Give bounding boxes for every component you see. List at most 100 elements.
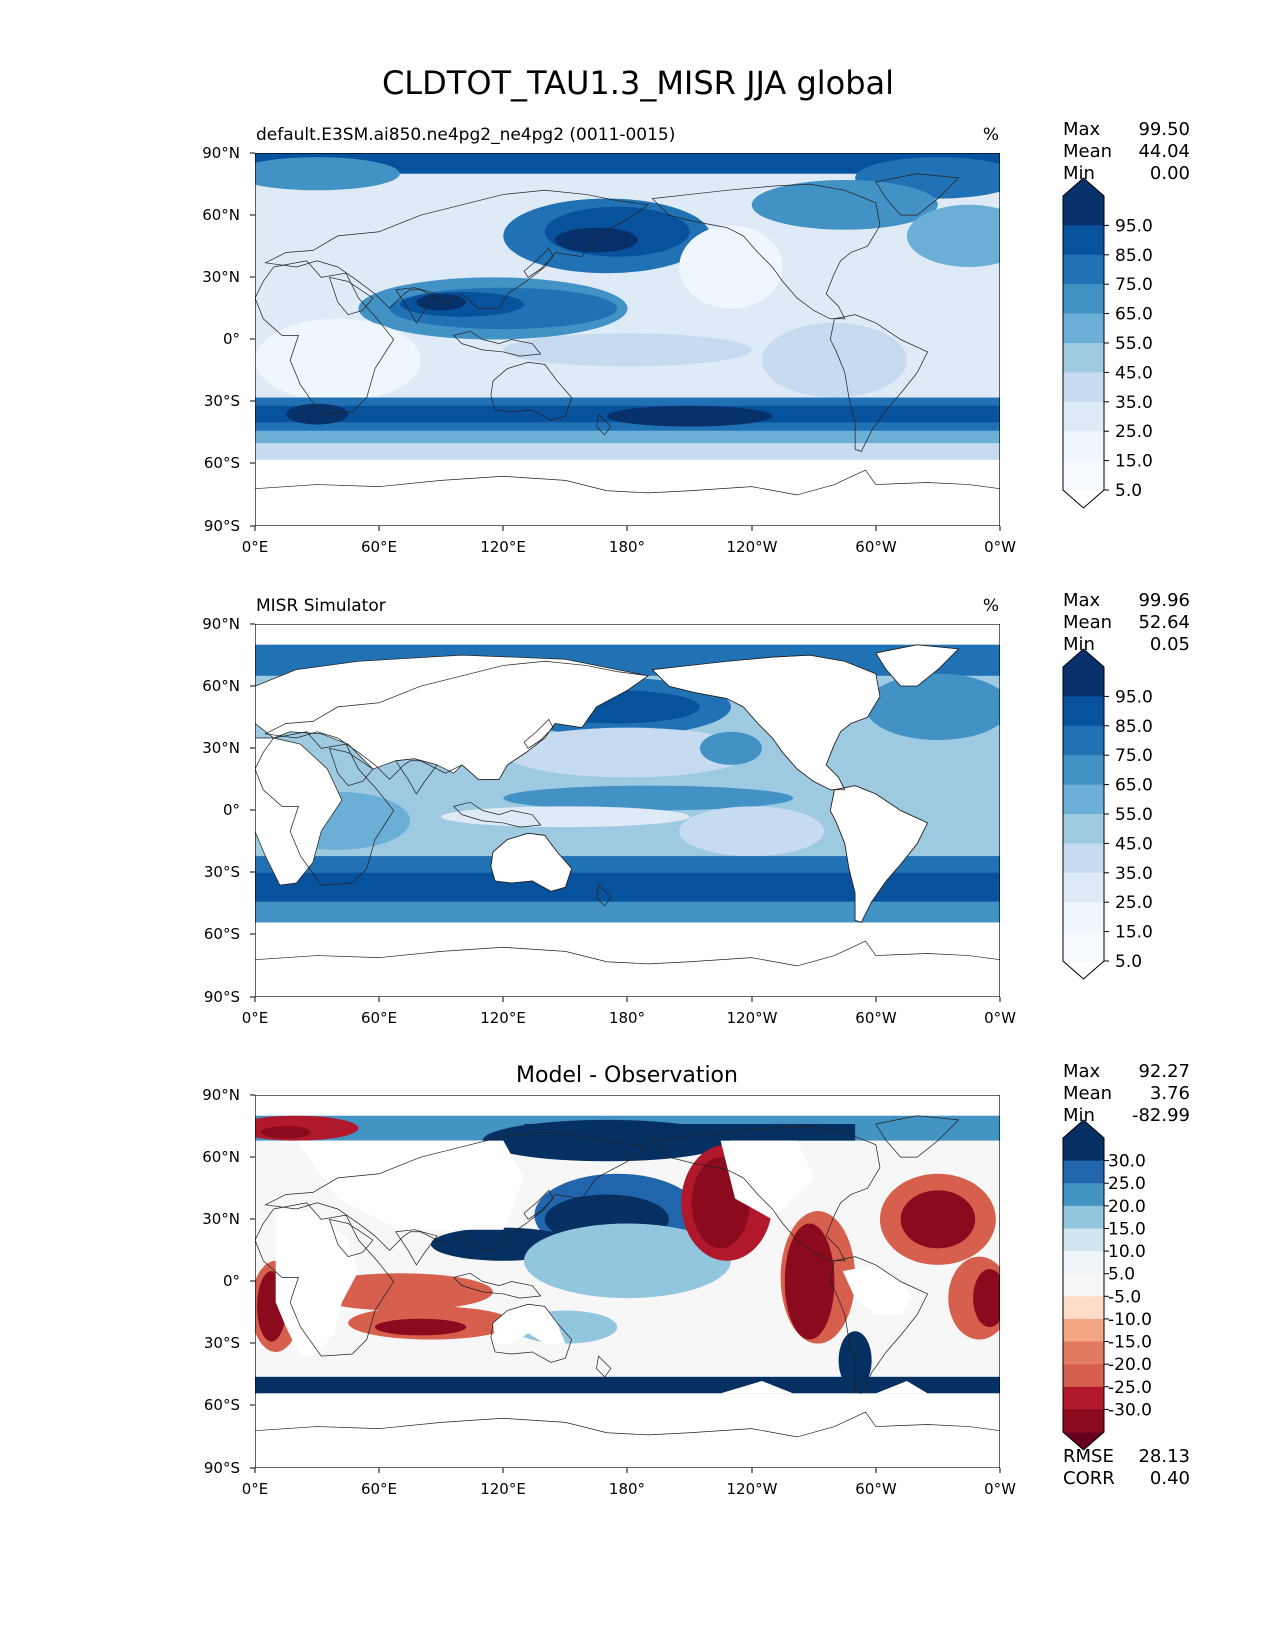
colorbar-label: -25.0 [1108,1378,1152,1398]
colorbar-label: 35.0 [1115,393,1153,413]
colorbar-label: 25.0 [1115,893,1153,913]
stat-value: 0.05 [1150,634,1190,655]
colorbar-swatch [1063,1364,1104,1388]
colorbar-extend-bottom [1063,1432,1104,1450]
x-tick: 180° [609,1009,645,1027]
colorbar-swatch [1063,196,1104,226]
stat-label: Min [1063,163,1095,184]
colorbar-swatch [1063,872,1104,903]
panel-model-stats: Max 99.50 Mean 44.04 Min 0.00 [1063,119,1190,184]
y-tick: 90°S [204,988,240,1006]
colorbar-swatch [1063,1273,1104,1297]
y-tick: 90°S [204,1459,240,1477]
stat-value: -82.99 [1132,1105,1190,1126]
colorbar-swatch [1063,1409,1104,1433]
colorbar-label: 65.0 [1115,776,1153,796]
panel-model-colorbar: 95.0 85.0 75.0 65.0 55.0 45.0 35.0 25.0 15.0 5.0 [1062,177,1153,509]
panel-diff-x-ticks: 0°E 60°E 120°E 180° 120°W 60°W 0°W [242,1480,1016,1498]
panel-model-y-ticks: 90°N 60°N 30°N 0° 30°S 60°S 90°S [202,144,240,535]
y-tick: 0° [223,330,240,348]
colorbar-extend-bottom [1063,961,1104,979]
colorbar-label: 85.0 [1115,717,1153,737]
colorbar-outline [1062,1119,1105,1451]
colorbar-swatch [1063,1318,1104,1343]
colorbar-extend-top [1063,1120,1104,1138]
panel-obs-y-ticks: 90°N 60°N 30°N 0° 30°S 60°S 90°S [202,615,240,1006]
colorbar-label: 85.0 [1115,246,1153,266]
x-tick: 60°W [855,538,897,556]
colorbar-label: 10.0 [1108,1242,1146,1262]
stat-label: Max [1063,119,1101,140]
y-tick: 30°S [204,863,240,881]
rmse-label: RMSE [1063,1446,1114,1467]
x-tick: 60°E [361,538,397,556]
y-tick: 60°S [204,1396,240,1414]
x-tick: 0°W [984,1480,1016,1498]
panel-obs-x-ticks: 0°E 60°E 120°E 180° 120°W 60°W 0°W [242,1009,1016,1027]
stat-value: 44.04 [1138,141,1190,162]
panel-diff-title: Model - Observation [516,1063,738,1088]
panel-diff-y-ticks: 90°N 60°N 30°N 0° 30°S 60°S 90°S [202,1086,240,1477]
colorbar-swatch [1063,1341,1104,1365]
rmse-value: 28.13 [1138,1446,1190,1467]
colorbar-swatch [1063,313,1104,344]
colorbar-label: 5.0 [1115,481,1142,501]
colorbar-label: 75.0 [1115,275,1153,295]
panel-diff-colorbar: 30.025.0 20.015.0 10.0 5.0-5.0 -10.0 -15.0-20… [1062,1119,1152,1451]
colorbar-swatch [1063,784,1104,815]
colorbar-swatch [1063,667,1104,697]
stat-label: Min [1063,634,1095,655]
y-tick: 0° [223,801,240,819]
x-tick: 60°E [361,1480,397,1498]
colorbar-swatch [1063,1296,1104,1320]
colorbar-swatch [1063,1386,1104,1410]
colorbar-label: -5.0 [1108,1287,1141,1307]
colorbar-swatch [1063,902,1104,933]
colorbar-label: 15.0 [1108,1219,1146,1239]
colorbar-label: 95.0 [1115,216,1153,236]
stat-value: 52.64 [1138,612,1190,633]
colorbar-label: 15.0 [1115,923,1153,943]
colorbar-label: 5.0 [1108,1265,1135,1285]
colorbar-swatch [1063,343,1104,373]
x-tick: 0°W [984,538,1016,556]
colorbar-label: -10.0 [1108,1310,1152,1330]
stat-value: 99.96 [1138,590,1190,611]
colorbar-extend-top [1063,178,1104,196]
panel-diff: Model - Observation [202,1061,1190,1498]
y-tick: 60°S [204,925,240,943]
colorbar-swatch [1063,814,1104,844]
x-tick: 0°E [242,538,269,556]
panel-model: default.E3SM.ai850.ne4pg2_ne4pg2 (0011-0… [202,119,1190,556]
colorbar-swatch [1063,431,1104,462]
colorbar-swatch [1063,254,1104,285]
panel-diff-stats: Max 92.27 Mean 3.76 Min -82.99 [1063,1061,1190,1126]
y-tick: 60°N [202,1148,240,1166]
stat-label: Max [1063,1061,1101,1082]
colorbar-swatch [1063,755,1104,786]
stat-value: 0.00 [1150,163,1190,184]
colorbar-label: -15.0 [1108,1333,1152,1353]
stat-label: Min [1063,1105,1095,1126]
corr-value: 0.40 [1150,1468,1190,1489]
colorbar-swatch [1063,696,1104,727]
x-tick: 0°W [984,1009,1016,1027]
colorbar-swatch [1063,401,1104,432]
x-tick: 60°W [855,1009,897,1027]
y-tick: 90°N [202,144,240,162]
x-tick: 120°W [727,538,778,556]
x-tick: 120°W [727,1480,778,1498]
colorbar-label: -30.0 [1108,1400,1152,1420]
colorbar-swatch [1063,284,1104,315]
y-tick: 30°N [202,1210,240,1228]
corr-label: CORR [1063,1468,1115,1489]
colorbar-swatch [1063,225,1104,256]
colorbar-label: 65.0 [1115,305,1153,325]
panel-obs-map [255,624,1000,997]
colorbar-label: 15.0 [1115,452,1153,472]
stat-label: Mean [1063,612,1112,633]
stat-label: Max [1063,590,1101,611]
panel-model-left-title: default.E3SM.ai850.ne4pg2_ne4pg2 (0011-0… [256,125,675,145]
colorbar-swatch [1063,372,1104,403]
